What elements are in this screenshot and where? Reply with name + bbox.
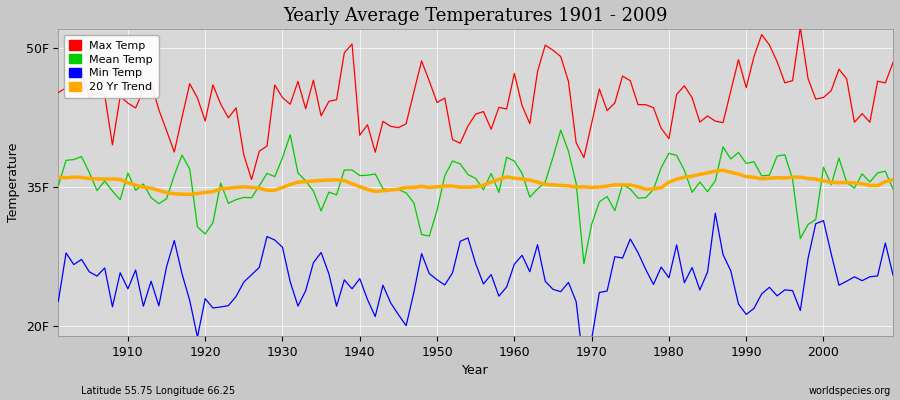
Legend: Max Temp, Mean Temp, Min Temp, 20 Yr Trend: Max Temp, Mean Temp, Min Temp, 20 Yr Tre… <box>64 35 158 98</box>
Text: Latitude 55.75 Longitude 66.25: Latitude 55.75 Longitude 66.25 <box>81 386 235 396</box>
Y-axis label: Temperature: Temperature <box>7 143 20 222</box>
Text: worldspecies.org: worldspecies.org <box>809 386 891 396</box>
X-axis label: Year: Year <box>463 364 489 377</box>
Title: Yearly Average Temperatures 1901 - 2009: Yearly Average Temperatures 1901 - 2009 <box>284 7 668 25</box>
